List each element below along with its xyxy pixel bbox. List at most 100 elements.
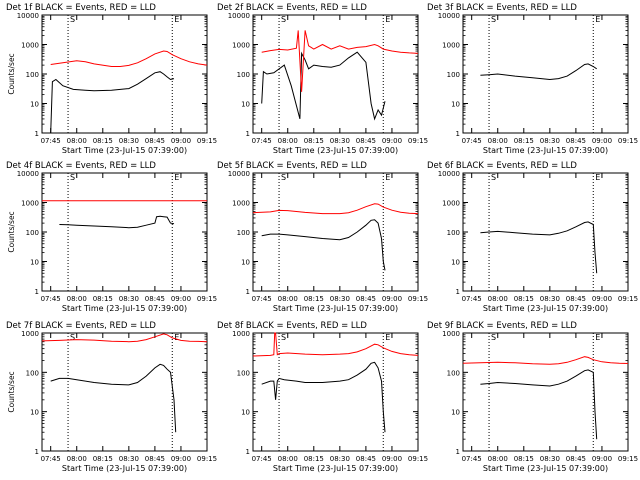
y-tick-label: 10 xyxy=(451,259,460,267)
y-tick-label: 10000 xyxy=(228,12,250,20)
y-tick-label: 1000 xyxy=(21,42,39,50)
series-lld xyxy=(252,332,419,357)
x-tick-label: 07:45 xyxy=(462,295,482,303)
x-axis-label: Start Time (23-Jul-15 07:39:00) xyxy=(62,146,187,155)
marker-label: E xyxy=(595,15,600,24)
x-tick-label: 09:15 xyxy=(618,295,638,303)
marker-label: E xyxy=(385,15,390,24)
y-tick-label: 1000 xyxy=(21,330,39,338)
series-events xyxy=(480,63,597,81)
y-tick-label: 1000 xyxy=(232,200,250,208)
y-axis-label: Counts/sec xyxy=(7,371,16,412)
x-tick-label: 08:15 xyxy=(93,295,113,303)
x-tick-label: 08:30 xyxy=(119,455,139,463)
x-tick-label: 07:45 xyxy=(252,295,272,303)
x-tick-label: 08:45 xyxy=(145,455,165,463)
panel-4: Det 4f BLACK = Events, RED = LLD 1 10 100 10… xyxy=(6,161,217,313)
y-tick-label: 1000 xyxy=(232,330,250,338)
x-tick-label: 09:00 xyxy=(382,295,402,303)
y-tick-label: 100 xyxy=(447,369,460,377)
y-axis-label: Counts/sec xyxy=(7,53,16,94)
x-tick-label: 09:00 xyxy=(171,137,191,145)
x-tick-label: 08:15 xyxy=(93,137,113,145)
y-tick-label: 10000 xyxy=(438,170,460,178)
x-tick-label: 09:15 xyxy=(408,295,428,303)
marker-label: S xyxy=(491,173,496,182)
y-tick-label: 10000 xyxy=(438,12,460,20)
series-events xyxy=(261,361,386,433)
x-tick-label: 09:15 xyxy=(197,455,217,463)
y-tick-label: 1000 xyxy=(442,42,460,50)
y-tick-label: 10 xyxy=(30,259,39,267)
series-lld xyxy=(50,50,208,67)
y-tick-label: 100 xyxy=(237,229,250,237)
plot-frame xyxy=(462,14,629,134)
x-tick-label: 08:00 xyxy=(278,455,298,463)
y-tick-label: 10 xyxy=(241,259,250,267)
panel-title: Det 9f BLACK = Events, RED = LLD xyxy=(427,321,577,331)
x-tick-label: 07:45 xyxy=(462,455,482,463)
x-axis-label: Start Time (23-Jul-15 07:39:00) xyxy=(483,304,608,313)
panel-8: Det 8f BLACK = Events, RED = LLD 1 10 100 10… xyxy=(217,321,428,473)
x-tick-label: 09:00 xyxy=(382,137,402,145)
x-tick-label: 08:00 xyxy=(67,295,87,303)
y-axis-label: Counts/sec xyxy=(7,211,16,252)
x-tick-label: 08:15 xyxy=(304,295,324,303)
x-tick-label: 08:00 xyxy=(488,455,508,463)
y-tick-label: 100 xyxy=(237,71,250,79)
x-axis-label: Start Time (23-Jul-15 07:39:00) xyxy=(273,304,398,313)
marker-label: E xyxy=(385,173,390,182)
x-tick-label: 08:15 xyxy=(304,137,324,145)
marker-label: S xyxy=(70,173,75,182)
panel-2: Det 2f BLACK = Events, RED = LLD 1 10 100 10… xyxy=(217,3,428,155)
x-tick-label: 08:15 xyxy=(514,455,534,463)
y-tick-label: 1 xyxy=(246,288,250,296)
y-tick-label: 10 xyxy=(451,101,460,109)
panel-title: Det 4f BLACK = Events, RED = LLD xyxy=(6,161,156,171)
x-tick-label: 08:00 xyxy=(67,455,87,463)
x-axis-label: Start Time (23-Jul-15 07:39:00) xyxy=(273,146,398,155)
panel-title: Det 3f BLACK = Events, RED = LLD xyxy=(427,3,577,13)
x-tick-label: 09:00 xyxy=(592,295,612,303)
marker-label: S xyxy=(70,333,75,342)
series-lld xyxy=(261,30,419,92)
x-axis-label: Start Time (23-Jul-15 07:39:00) xyxy=(273,464,398,473)
x-tick-label: 08:45 xyxy=(566,137,586,145)
x-tick-label: 09:00 xyxy=(592,455,612,463)
y-tick-label: 1 xyxy=(456,448,460,456)
y-tick-label: 10 xyxy=(241,101,250,109)
x-tick-label: 08:30 xyxy=(540,295,560,303)
x-tick-label: 08:45 xyxy=(145,295,165,303)
x-tick-label: 09:15 xyxy=(197,295,217,303)
x-tick-label: 08:30 xyxy=(330,137,350,145)
x-tick-label: 07:45 xyxy=(41,295,61,303)
x-tick-label: 09:00 xyxy=(592,137,612,145)
x-tick-label: 08:00 xyxy=(278,137,298,145)
y-tick-label: 1000 xyxy=(442,330,460,338)
y-tick-label: 10000 xyxy=(17,170,39,178)
plot-frame xyxy=(462,332,629,452)
plot-frame xyxy=(252,332,419,452)
panel-title: Det 8f BLACK = Events, RED = LLD xyxy=(217,321,367,331)
marker-label: S xyxy=(281,173,286,182)
marker-label: S xyxy=(281,333,286,342)
x-tick-label: 08:30 xyxy=(330,455,350,463)
y-tick-label: 10000 xyxy=(228,170,250,178)
x-tick-label: 07:45 xyxy=(41,455,61,463)
x-tick-label: 08:15 xyxy=(93,455,113,463)
x-tick-label: 08:15 xyxy=(514,295,534,303)
x-tick-label: 08:30 xyxy=(540,455,560,463)
y-tick-label: 1000 xyxy=(21,200,39,208)
x-tick-label: 09:15 xyxy=(408,137,428,145)
y-tick-label: 1 xyxy=(35,288,39,296)
y-tick-label: 100 xyxy=(237,369,250,377)
y-tick-label: 10 xyxy=(30,101,39,109)
y-tick-label: 100 xyxy=(26,71,39,79)
panel-title: Det 5f BLACK = Events, RED = LLD xyxy=(217,161,367,171)
panel-7: Det 7f BLACK = Events, RED = LLD 1 10 100 10… xyxy=(6,321,217,473)
x-tick-label: 08:00 xyxy=(67,137,87,145)
y-tick-label: 1 xyxy=(246,448,250,456)
x-tick-label: 08:45 xyxy=(356,137,376,145)
panel-title: Det 1f BLACK = Events, RED = LLD xyxy=(6,3,156,13)
y-tick-label: 1 xyxy=(35,448,39,456)
